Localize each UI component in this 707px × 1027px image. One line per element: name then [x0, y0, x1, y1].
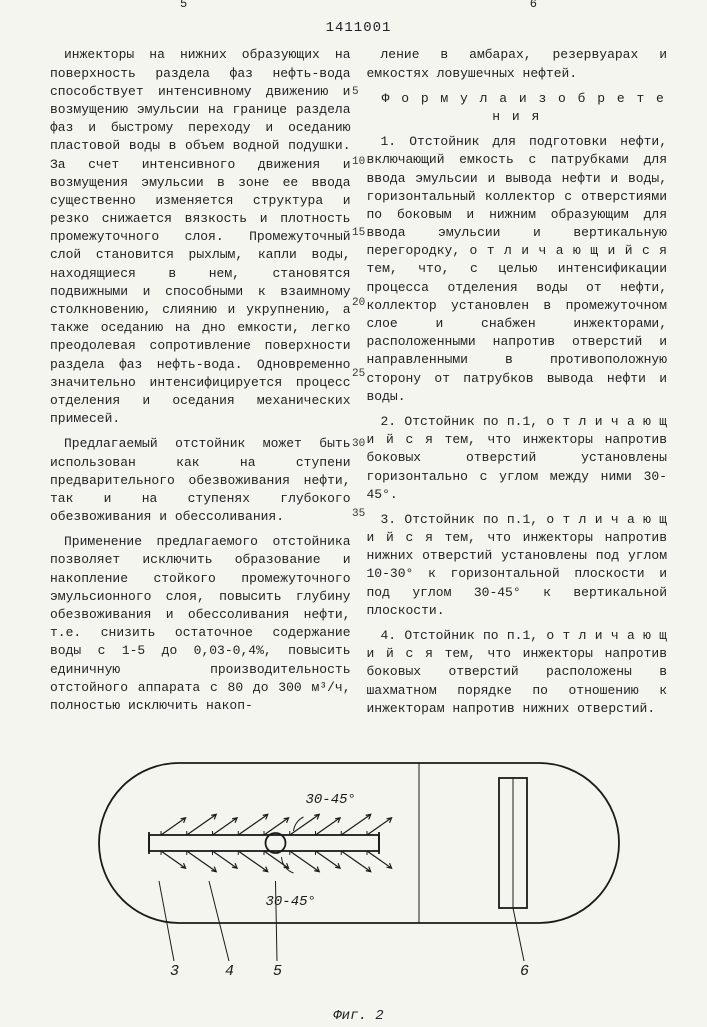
line-marker: 10	[352, 155, 365, 170]
svg-text:30-45°: 30-45°	[305, 792, 355, 808]
line-marker: 35	[352, 507, 365, 522]
svg-text:30-45°: 30-45°	[265, 894, 315, 910]
paragraph: Предлагаемый отстойник может быть исполь…	[50, 435, 351, 526]
line-marker: 15	[352, 226, 365, 241]
claims-heading: Ф о р м у л а и з о б р е т е н и я	[367, 90, 668, 126]
technical-drawing: 30-45° 30-45° 3 4 5 6	[79, 743, 639, 1003]
paragraph: инжекторы на нижних образующих на поверх…	[50, 46, 351, 428]
line-number-gutter: 5 10 15 20 25 30 35	[352, 85, 365, 578]
page-num-left: 5	[180, 0, 187, 13]
figure-caption: Фиг. 2	[50, 1007, 667, 1027]
svg-text:6: 6	[520, 963, 529, 980]
paragraph: Применение предлагаемого отстойника позв…	[50, 533, 351, 715]
line-marker: 20	[352, 296, 365, 311]
right-column: ление в амбарах, резервуарах и емкостях …	[367, 46, 668, 725]
line-marker: 30	[352, 437, 365, 452]
claim: 4. Отстойник по п.1, о т л и ч а ю щ и й…	[367, 627, 668, 718]
line-marker: 25	[352, 367, 365, 382]
page-num-right: 6	[530, 0, 537, 13]
figure-2: 30-45° 30-45° 3 4 5 6 Фиг. 2	[50, 743, 667, 1027]
claim: 2. Отстойник по п.1, о т л и ч а ю щ и й…	[367, 413, 668, 504]
paragraph: ление в амбарах, резервуарах и емкостях …	[367, 46, 668, 82]
left-column: инжекторы на нижних образующих на поверх…	[50, 46, 351, 725]
document-number: 1411001	[50, 19, 667, 39]
claim: 3. Отстойник по п.1, о т л и ч а ю щ и й…	[367, 511, 668, 620]
svg-text:3: 3	[170, 963, 179, 980]
svg-text:5: 5	[273, 963, 282, 980]
claim: 1. Отстойник для подготовки нефти, включ…	[367, 133, 668, 406]
svg-text:4: 4	[225, 963, 234, 980]
line-marker: 5	[352, 85, 365, 100]
